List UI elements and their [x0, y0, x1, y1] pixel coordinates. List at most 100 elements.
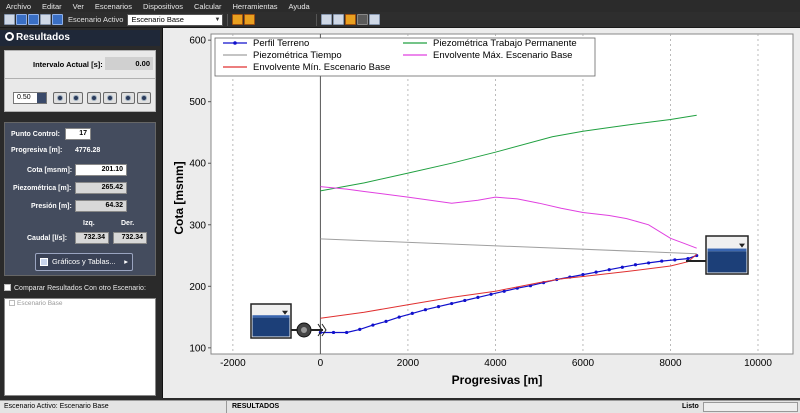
new-file-icon[interactable]: [4, 14, 15, 25]
menu-ayuda[interactable]: Ayuda: [288, 1, 310, 11]
interval-value: 0.00: [105, 57, 153, 70]
x-tick-label: 0: [318, 358, 324, 369]
data-point: [463, 298, 467, 303]
x-tick-label: 4000: [484, 358, 507, 369]
report-icon[interactable]: [369, 14, 381, 25]
legend-entry: Piezométrica Trabajo Permanente: [433, 38, 577, 49]
status-bar: Escenario Activo: Escenario Base RESULTA…: [0, 400, 800, 413]
scenario-select[interactable]: Escenario Base ▼: [127, 13, 224, 26]
print-icon[interactable]: [40, 14, 51, 25]
legend-entry: Perfil Terreno: [253, 38, 309, 49]
data-point: [660, 259, 664, 263]
x-axis-label: Progresivas [m]: [452, 373, 543, 387]
piezometrica-label: Piezométrica [m]:: [13, 185, 72, 192]
toolbar: Escenario Activo Escenario Base ▼: [0, 12, 800, 28]
profile-chart: -2000 0 2000 4000 6000 8000 10000 100 200 300 400 5…: [163, 28, 800, 398]
legend-entry: Envolvente Máx. Escenario Base: [433, 50, 572, 61]
caudal-label: Caudal [l/s]:: [27, 235, 68, 242]
data-point: [633, 263, 638, 267]
next-frame-button[interactable]: [121, 92, 135, 104]
x-tick-label: -2000: [220, 358, 246, 369]
data-point: [673, 258, 677, 262]
x-tick-label: 6000: [572, 358, 595, 369]
data-point: [410, 311, 414, 315]
speed-stepper[interactable]: 0.50: [13, 92, 47, 104]
playback-controls: 0.50: [4, 78, 156, 112]
chevron-down-icon: ▸: [124, 257, 128, 266]
graficos-button[interactable]: Gráficos y Tablas... ▸: [35, 253, 133, 271]
first-frame-button[interactable]: [53, 92, 67, 104]
last-frame-button[interactable]: [137, 92, 151, 104]
y-tick-label: 500: [189, 97, 206, 108]
menu-bar: Archivo Editar Ver Escenarios Dispositiv…: [0, 0, 800, 12]
data-point: [450, 301, 454, 306]
der-label: Der.: [121, 220, 135, 227]
data-point: [397, 315, 401, 319]
interval-label: Intervalo Actual [s]:: [33, 60, 103, 69]
cota-value: 201.10: [75, 164, 127, 176]
menu-dispositivos[interactable]: Dispositivos: [142, 1, 183, 11]
chart-icon: [40, 258, 48, 266]
piezometrica-value: 265.42: [75, 182, 127, 194]
chart-icon[interactable]: [333, 14, 345, 25]
y-tick-label: 400: [189, 159, 206, 170]
table-icon[interactable]: [321, 14, 333, 25]
scenario-list[interactable]: Escenario Base: [4, 298, 156, 396]
presion-label: Presión [m]:: [31, 203, 72, 210]
caudal-der-value: 732.34: [113, 232, 147, 244]
menu-ver[interactable]: Ver: [72, 1, 84, 11]
panel-title: Resultados: [0, 30, 160, 46]
scenario-label: Escenario Activo: [68, 15, 124, 24]
menu-calcular[interactable]: Calcular: [194, 1, 222, 11]
menu-editar[interactable]: Editar: [42, 1, 62, 11]
save-icon[interactable]: [28, 14, 39, 25]
data-point: [502, 289, 506, 293]
data-point: [384, 319, 388, 323]
data-point: [607, 268, 611, 272]
status-active-scenario: Escenario Activo: Escenario Base: [4, 403, 109, 410]
tools-icon[interactable]: [357, 14, 369, 25]
palette-icon[interactable]: [345, 14, 357, 25]
play-button[interactable]: [103, 92, 117, 104]
legend-entry: Envolvente Mín. Escenario Base: [253, 62, 390, 73]
data-point: [620, 265, 624, 269]
data-point: [331, 330, 336, 335]
y-tick-label: 300: [189, 220, 206, 231]
compare-checkbox[interactable]: Comparar Resultados Con otro Escenario:: [4, 284, 156, 296]
menu-archivo[interactable]: Archivo: [6, 1, 32, 11]
data-point: [581, 273, 585, 277]
chevron-down-icon: ▼: [214, 16, 221, 23]
menu-herramientas[interactable]: Herramientas: [232, 1, 278, 11]
flash-icon[interactable]: [244, 14, 256, 25]
control-point-stepper[interactable]: 17: [65, 128, 91, 140]
data-point: [371, 323, 375, 327]
progress-box: [703, 402, 798, 412]
control-point-section: Punto Control: 17 Progresiva [m]: 4776.2…: [4, 122, 156, 276]
help-icon[interactable]: [52, 14, 63, 25]
stop-button[interactable]: [87, 92, 101, 104]
data-point: [436, 305, 441, 309]
prev-frame-button[interactable]: [69, 92, 83, 104]
data-point: [476, 295, 480, 299]
menu-escenarios[interactable]: Escenarios: [94, 1, 132, 11]
presion-value: 64.32: [75, 200, 127, 212]
open-file-icon[interactable]: [16, 14, 27, 25]
y-axis-label: Cota [msnm]: [172, 161, 186, 234]
series-line-min: [320, 253, 698, 319]
upstream-reservoir-icon: [250, 303, 292, 339]
pump-icon: [291, 322, 327, 338]
data-point: [423, 308, 428, 312]
chart-area: -2000 0 2000 4000 6000 8000 10000 100 200 300 400 5…: [162, 28, 800, 398]
status-mode: RESULTADOS: [232, 403, 280, 410]
cota-label: Cota [msnm]:: [27, 167, 73, 174]
x-tick-label: 2000: [397, 358, 420, 369]
control-point-label: Punto Control:: [11, 131, 60, 138]
checkbox-icon: [4, 284, 11, 291]
data-point: [358, 327, 362, 331]
data-point: [686, 257, 690, 261]
calculate-icon[interactable]: [232, 14, 244, 25]
list-item[interactable]: Escenario Base: [5, 300, 155, 307]
progresiva-value: 4776.28: [75, 147, 101, 154]
legend: [214, 37, 596, 77]
izq-label: Izq.: [83, 220, 95, 227]
